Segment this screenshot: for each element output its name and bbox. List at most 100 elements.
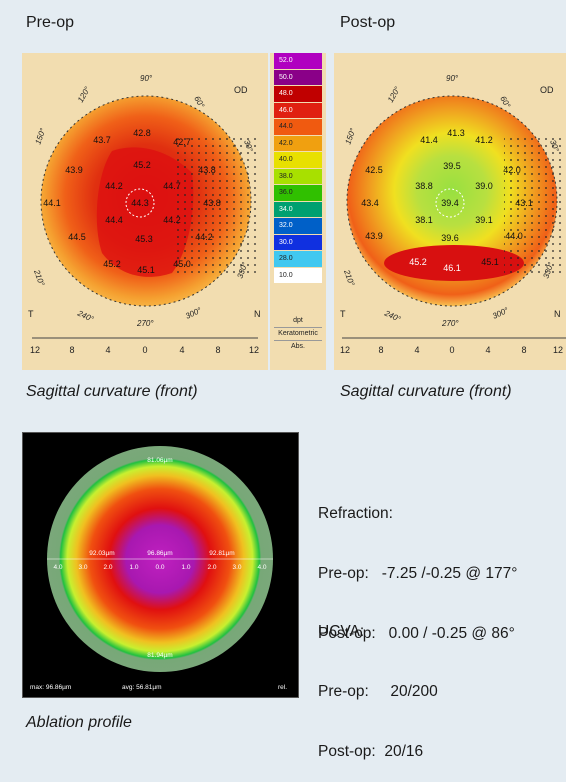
- scale-entry: 10.0: [274, 267, 322, 283]
- curvature-value: 41.2: [475, 135, 493, 145]
- ablation-tick: 2.0: [207, 564, 216, 571]
- curvature-value: 45.0: [173, 259, 191, 269]
- map-outer-ring: [346, 95, 558, 307]
- pre-op-caption: Sagittal curvature (front): [26, 383, 198, 400]
- post-op-topography-map: 90° 120° 60° 150° 30° 210° 330° 240° 270…: [334, 53, 566, 370]
- steep-zone: [384, 245, 524, 281]
- scale-entry: 46.0: [274, 102, 322, 118]
- curvature-value: 44.0: [505, 231, 523, 241]
- curvature-value: 44.5: [68, 232, 86, 242]
- map-outer-ring: [40, 95, 252, 307]
- scale-entry: 42.0: [274, 135, 322, 151]
- curvature-value: 44.4: [105, 215, 123, 225]
- curvature-value: 43.9: [365, 231, 383, 241]
- post-op-caption: Sagittal curvature (front): [340, 383, 512, 400]
- pre-op-header: Pre-op: [26, 14, 75, 31]
- ruler-tick: 12: [553, 345, 563, 355]
- scale-entry: 30.0: [274, 234, 322, 250]
- ablation-tick: 0.0: [155, 564, 164, 571]
- curvature-value: 45.1: [481, 257, 499, 267]
- ablation-tick: 2.0: [103, 564, 112, 571]
- curvature-value: 46.1: [443, 263, 461, 273]
- eye-label: OD: [234, 85, 248, 95]
- ruler-tick: 4: [105, 345, 110, 355]
- scale-unit: dpt: [274, 315, 322, 328]
- ablation-caption: Ablation profile: [26, 714, 132, 731]
- ruler-tick: 12: [340, 345, 350, 355]
- angle-label: 90°: [140, 74, 153, 83]
- angle-label: 30°: [548, 139, 561, 154]
- ablation-label: 81.94µm: [147, 652, 172, 659]
- curvature-value: 44.2: [195, 232, 213, 242]
- scale-type: Abs.: [290, 343, 305, 350]
- scale-entry: 40.0: [274, 152, 322, 168]
- scale-entry: 38.0: [274, 168, 322, 184]
- ruler-tick: 4: [485, 345, 490, 355]
- ruler-tick: 8: [69, 345, 74, 355]
- curvature-value: 44.2: [163, 215, 181, 225]
- nasal-label: N: [554, 309, 561, 319]
- pupil-marker: [435, 188, 465, 218]
- curvature-value: 45.2: [133, 160, 151, 170]
- curvature-value: 43.8: [203, 198, 221, 208]
- curvature-value: 39.5: [443, 161, 461, 171]
- angle-label: 270°: [136, 319, 154, 328]
- ruler-tick: 12: [249, 345, 259, 355]
- ablation-mode: rel.: [278, 684, 287, 691]
- curvature-value: 42.7: [173, 137, 191, 147]
- curvature-value: 42.0: [503, 165, 521, 175]
- ruler-tick: 0: [142, 345, 147, 355]
- curvature-value: 39.0: [475, 181, 493, 191]
- curvature-value: 43.9: [65, 165, 83, 175]
- scale-entry: 44.0: [274, 119, 322, 135]
- ablation-tick: 3.0: [232, 564, 241, 571]
- nasal-label: N: [254, 309, 261, 319]
- scale-entry: 36.0: [274, 185, 322, 201]
- refraction-title: Refraction:: [318, 505, 393, 522]
- ablation-tick: 1.0: [181, 564, 190, 571]
- curvature-value: 45.1: [137, 265, 155, 275]
- curvature-value: 43.7: [93, 135, 111, 145]
- color-scale-legend: 52.0 50.0 48.0 46.0 44.0 42.0 40.0 38.0 36.0 34.0…: [270, 53, 326, 370]
- curvature-value: 43.8: [198, 165, 216, 175]
- curvature-value: 45.2: [409, 257, 427, 267]
- scale-entry: 32.0: [274, 218, 322, 234]
- scale-entry: 34.0: [274, 201, 322, 217]
- pupil-marker: [125, 188, 155, 218]
- curvature-value: 45.2: [103, 259, 121, 269]
- ablation-profile-map: 81.06µm 81.94µm 92.03µm 92.81µm 96.86µm …: [22, 432, 299, 698]
- dot-grid: [176, 138, 256, 278]
- pre-op-topography-map: 90° 120° 60° 150° 30° 210° 330° 240° 270…: [22, 53, 268, 370]
- ablation-tick: 3.0: [78, 564, 87, 571]
- ucva-block: UCVA: Pre-op: 20/200 Post-op: 20/16: [318, 582, 438, 782]
- ucva-post-op: Post-op: 20/16: [318, 743, 424, 760]
- ablation-label: 96.86µm: [147, 550, 172, 557]
- angle-label: 30°: [242, 139, 255, 154]
- ucva-title: UCVA:: [318, 623, 365, 640]
- curvature-value: 42.8: [133, 128, 151, 138]
- ablation-label: 81.06µm: [147, 457, 172, 464]
- ruler-tick: 12: [30, 345, 40, 355]
- curvature-value: 38.8: [415, 181, 433, 191]
- temporal-label: T: [340, 309, 346, 319]
- curvature-value: 41.3: [447, 128, 465, 138]
- post-op-header: Post-op: [340, 14, 396, 31]
- curvature-value: 39.4: [441, 198, 459, 208]
- ablation-avg: avg: 56.81µm: [122, 684, 162, 691]
- angle-label: 90°: [446, 74, 459, 83]
- curvature-value: 43.4: [361, 198, 379, 208]
- ruler-tick: 0: [449, 345, 454, 355]
- refraction-pre-op: Pre-op: -7.25 /-0.25 @ 177°: [318, 565, 518, 582]
- refraction-post-op: Post-op: 0.00 / -0.25 @ 86°: [318, 625, 515, 642]
- ablation-tick: 4.0: [257, 564, 266, 571]
- steep-zone: [96, 147, 194, 277]
- curvature-value: 44.7: [163, 181, 181, 191]
- ruler-tick: 4: [179, 345, 184, 355]
- curvature-value: 39.1: [475, 215, 493, 225]
- curvature-value: 45.3: [135, 234, 153, 244]
- scale-entry: 48.0: [274, 86, 322, 102]
- curvature-value: 44.2: [105, 181, 123, 191]
- temporal-label: T: [28, 309, 34, 319]
- scale-entry: 50.0: [274, 69, 322, 85]
- ruler-tick: 8: [521, 345, 526, 355]
